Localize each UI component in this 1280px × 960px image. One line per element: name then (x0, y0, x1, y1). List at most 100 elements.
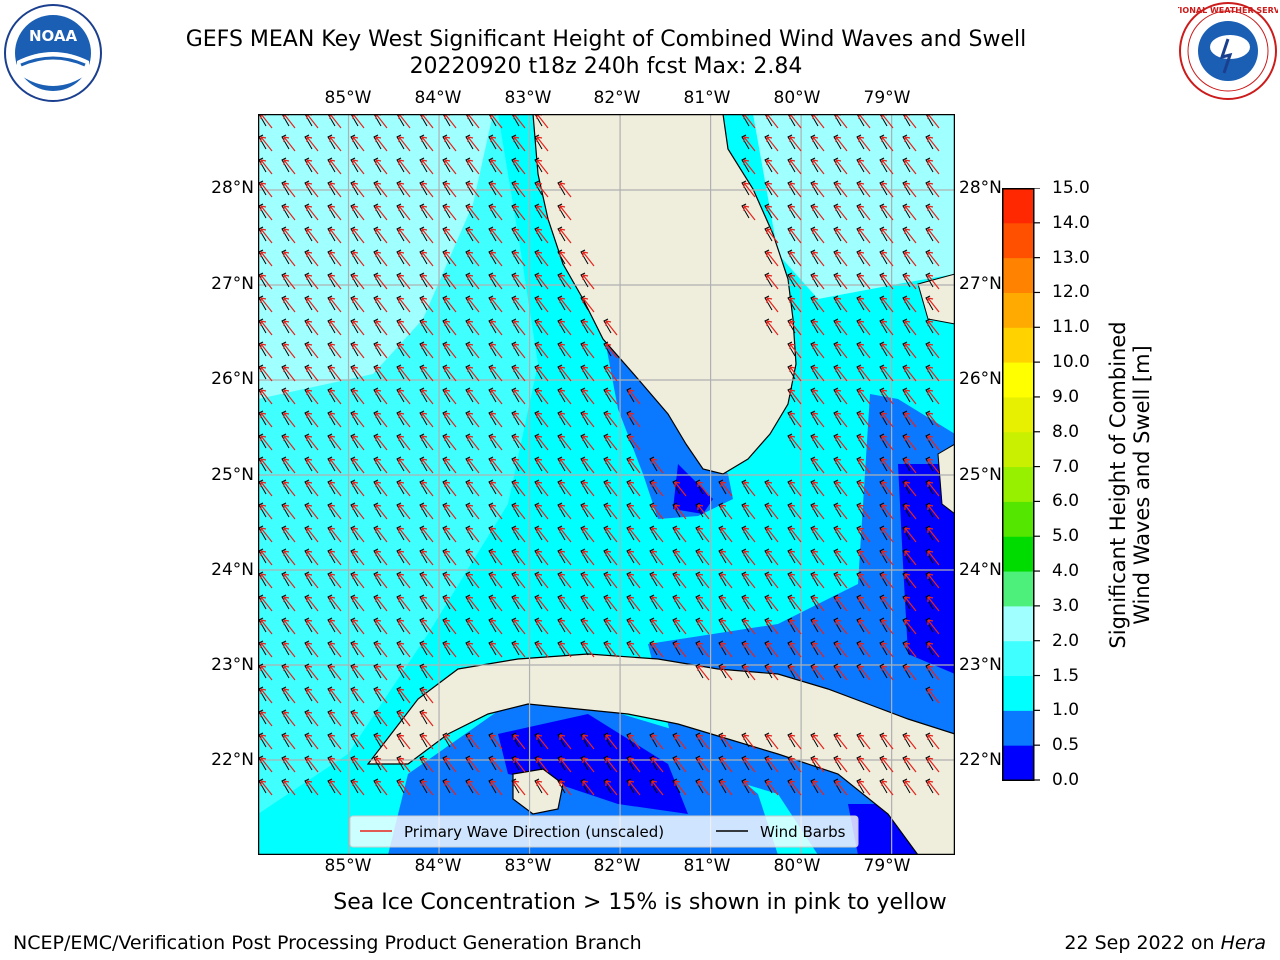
wave-direction-arrow (881, 251, 894, 267)
noaa-logo-text: NOAA (29, 27, 78, 45)
wave-direction-arrow (904, 573, 917, 589)
wind-barb (281, 663, 290, 679)
wave-direction-arrow (720, 757, 733, 773)
wind-barb (741, 134, 750, 150)
wave-direction-arrow (260, 550, 273, 566)
wave-direction-arrow (260, 757, 273, 773)
wind-barb (833, 502, 842, 518)
wave-direction-arrow (329, 780, 342, 796)
wave-direction-arrow (674, 527, 687, 543)
wave-direction-arrow (904, 182, 917, 198)
wave-direction-arrow (697, 550, 710, 566)
wave-direction-arrow (375, 228, 388, 244)
wind-barb (856, 180, 865, 196)
wind-barb (925, 778, 934, 794)
legend-wave-label: Primary Wave Direction (unscaled) (404, 823, 664, 841)
wind-barb (695, 755, 704, 771)
wave-direction-arrow (513, 596, 526, 612)
wave-direction-arrow (398, 297, 411, 313)
wind-barb (327, 318, 336, 334)
wind-barb (856, 410, 865, 426)
wind-barb (327, 295, 336, 311)
wind-barb (419, 295, 428, 311)
wave-direction-arrow (858, 274, 871, 290)
wind-barb (787, 548, 796, 564)
wave-direction-arrow (398, 596, 411, 612)
wave-direction-arrow (536, 159, 549, 175)
wind-barb (741, 114, 750, 127)
wave-direction-arrow (605, 619, 618, 635)
wave-direction-arrow (398, 182, 411, 198)
wind-barb (488, 456, 497, 472)
wave-direction-arrow (559, 389, 572, 405)
wind-barb (856, 295, 865, 311)
wave-direction-arrow (904, 550, 917, 566)
wind-barb (925, 180, 934, 196)
wind-barb (304, 318, 313, 334)
wind-barb (879, 525, 888, 541)
wave-direction-arrow (927, 366, 940, 382)
wind-barb (902, 617, 911, 633)
wind-barb (925, 617, 934, 633)
wave-direction-arrow (490, 757, 503, 773)
wave-direction-arrow (490, 550, 503, 566)
wave-direction-arrow (513, 182, 526, 198)
wave-direction-arrow (398, 780, 411, 796)
wind-barb (350, 663, 359, 679)
wind-barb (373, 640, 382, 656)
wind-barb (626, 548, 635, 564)
wave-direction-arrow (283, 527, 296, 543)
wave-direction-arrow (375, 642, 388, 658)
wind-barb (649, 571, 658, 587)
wave-direction-arrow (260, 596, 273, 612)
wave-direction-arrow (881, 159, 894, 175)
wind-barb (350, 709, 359, 725)
wind-barb (557, 226, 566, 242)
wave-direction-arrow (444, 780, 457, 796)
wave-direction-arrow (467, 274, 480, 290)
wind-barb (879, 134, 888, 150)
wind-barb (879, 249, 888, 265)
wave-direction-arrow (467, 550, 480, 566)
wave-direction-arrow (536, 343, 549, 359)
wind-barb (626, 571, 635, 587)
wave-direction-arrow (766, 573, 779, 589)
wind-barbs-layer (258, 114, 934, 794)
wind-barb (442, 318, 451, 334)
wind-barb (511, 134, 520, 150)
wind-barb (350, 387, 359, 403)
wind-barb (649, 548, 658, 564)
wind-barb (465, 318, 474, 334)
wind-barb (925, 226, 934, 242)
wave-direction-arrow (513, 412, 526, 428)
wind-barb (626, 502, 635, 518)
wave-direction-arrow (835, 389, 848, 405)
wave-direction-arrow (444, 481, 457, 497)
wave-direction-arrow (789, 757, 802, 773)
wind-barb (902, 157, 911, 173)
wave-direction-arrow (927, 504, 940, 520)
wave-direction-arrow (651, 481, 664, 497)
wave-direction-arrow (306, 734, 319, 750)
wave-direction-arrow (260, 619, 273, 635)
wind-barb (649, 617, 658, 633)
wind-barb (442, 157, 451, 173)
wave-direction-arrow (329, 136, 342, 152)
wind-barb (810, 525, 819, 541)
wind-barb (787, 272, 796, 288)
wave-direction-arrow (881, 734, 894, 750)
wind-barb (856, 134, 865, 150)
wind-barb (879, 571, 888, 587)
wind-barb (350, 318, 359, 334)
wave-direction-arrow (352, 182, 365, 198)
wind-barb (419, 203, 428, 219)
wave-direction-arrow (536, 320, 549, 336)
wave-direction-arrow (536, 596, 549, 612)
wind-barb (511, 433, 520, 449)
wind-barb (833, 272, 842, 288)
wave-direction-arrow (743, 527, 756, 543)
wind-barb (856, 755, 865, 771)
wave-direction-arrow (559, 274, 572, 290)
wave-direction-arrow (628, 435, 641, 451)
wind-barb (787, 525, 796, 541)
